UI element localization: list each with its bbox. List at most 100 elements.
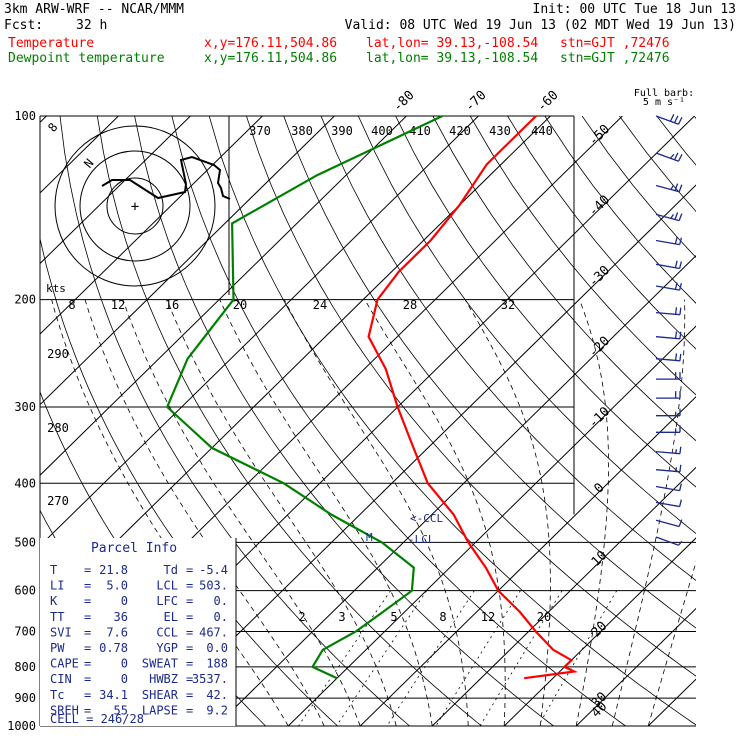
barb-flag bbox=[669, 153, 675, 159]
temperature-tick-label: -60 bbox=[534, 88, 561, 115]
pressure-tick-label: 900 bbox=[14, 691, 36, 705]
isotherm-line bbox=[647, 678, 696, 726]
wind-barb bbox=[655, 483, 683, 492]
barb-shaft bbox=[655, 519, 680, 528]
isotherm-line bbox=[359, 396, 696, 726]
model-title: 3km ARW-WRF -- NCAR/MMM bbox=[4, 2, 185, 17]
wind-barb bbox=[655, 152, 683, 162]
isotherm-line bbox=[40, 116, 263, 335]
wind-barb bbox=[656, 372, 681, 380]
barb-flag bbox=[679, 483, 683, 491]
barb-flag bbox=[679, 283, 683, 291]
parcel-info-eq: = bbox=[186, 579, 193, 593]
barb-flag bbox=[679, 499, 683, 507]
mixing-ratio-label: 2 bbox=[298, 610, 305, 624]
pressure-tick-label: 400 bbox=[14, 476, 36, 490]
wind-barb bbox=[655, 282, 683, 291]
mixing-ratio-label: 20 bbox=[537, 610, 551, 624]
wind-barb bbox=[655, 114, 683, 125]
dry-adiabat bbox=[693, 116, 696, 120]
parcel-info-eq: = bbox=[186, 703, 193, 717]
dry-adiabat bbox=[731, 116, 740, 726]
wind-barb bbox=[655, 260, 683, 270]
parcel-info-value: 34.1 bbox=[99, 688, 128, 702]
barb-shaft bbox=[655, 501, 680, 508]
parcel-info-value: 5.0 bbox=[106, 579, 128, 593]
forecast-label: Fcst: bbox=[4, 18, 44, 33]
hodograph-speed-tick: 28 bbox=[403, 298, 417, 312]
parcel-info-eq: = bbox=[84, 672, 91, 686]
barb-flag bbox=[674, 260, 678, 268]
parcel-info-value: 9.2 bbox=[206, 703, 228, 717]
parcel-info-value: 36 bbox=[114, 610, 128, 624]
valid-time: Valid: 08 UTC Wed 19 Jun 13 (02 MDT Wed … bbox=[344, 18, 736, 33]
barb-flag bbox=[673, 152, 679, 161]
parcel-info-value: 7.6 bbox=[106, 625, 128, 639]
hodograph-speed-tick: 8 bbox=[68, 298, 75, 312]
hodograph-trace bbox=[101, 155, 231, 200]
parcel-info-label: LFC bbox=[156, 594, 178, 608]
temperature-latlon: lat,lon= 39.13,-108.54 bbox=[366, 36, 539, 51]
parcel-info-title: Parcel Info bbox=[91, 541, 177, 556]
dry-adiabat bbox=[507, 116, 696, 350]
dry-adiabat bbox=[432, 116, 696, 442]
wind-barb bbox=[655, 212, 683, 222]
wind-barb bbox=[656, 391, 681, 399]
parcel-info-label: YGP bbox=[156, 641, 178, 655]
hodograph-ring bbox=[106, 177, 164, 235]
hodograph-ring-label: 8 bbox=[45, 120, 60, 135]
parcel-info-label: CCL bbox=[156, 625, 178, 639]
parcel-info-label: SVI bbox=[50, 625, 72, 639]
parcel-info-eq: = bbox=[186, 563, 193, 577]
sounding-profiles: <-CCL -LCL M bbox=[165, 115, 579, 680]
temperature-tick-label: -70 bbox=[462, 88, 489, 115]
temperature-tick-label: -50 bbox=[586, 122, 613, 149]
parcel-info-eq: = bbox=[84, 579, 91, 593]
wind-barb bbox=[655, 499, 683, 508]
barb-flag bbox=[678, 540, 683, 546]
barb-flag bbox=[679, 331, 682, 339]
parcel-info-value: 3537. bbox=[192, 672, 228, 686]
parcel-info-value: 42. bbox=[206, 688, 228, 702]
moist-adiabat bbox=[647, 560, 696, 726]
forecast-hour: 32 h bbox=[76, 18, 108, 33]
dry-adiabat bbox=[320, 116, 696, 581]
isotherm-line bbox=[575, 607, 696, 726]
parcel-info-cell: CELL = 246/28 bbox=[50, 712, 144, 726]
barb-flag bbox=[670, 185, 674, 190]
theta-side-label: 280 bbox=[47, 421, 69, 435]
dry-adiabat bbox=[134, 116, 554, 726]
barb-flag bbox=[679, 353, 682, 361]
parcel-info-eq: = bbox=[84, 594, 91, 608]
wind-barb bbox=[655, 307, 682, 316]
barb-flag bbox=[669, 114, 675, 122]
barb-shaft bbox=[655, 536, 679, 546]
barb-flag bbox=[674, 282, 678, 290]
parcel-info-value: 21.8 bbox=[99, 563, 128, 577]
isotherm-line bbox=[40, 116, 191, 265]
isotherm-line bbox=[40, 116, 407, 476]
parcel-info-value: -5.4 bbox=[199, 563, 228, 577]
parcel-info-label: TT bbox=[50, 610, 64, 624]
moist-adiabat bbox=[611, 299, 686, 726]
parcel-info-label: CAPE bbox=[50, 657, 79, 671]
parcel-info-eq: = bbox=[84, 625, 91, 639]
moist-adiabat bbox=[84, 299, 325, 726]
hodograph-speed-tick: 12 bbox=[111, 298, 125, 312]
temperature-tick-label: 0 bbox=[591, 480, 607, 496]
parcel-info-value: 55 bbox=[114, 703, 128, 717]
barb-flag bbox=[679, 307, 682, 315]
lcl-annotation: -LCL bbox=[408, 533, 435, 546]
moist-adiabat bbox=[219, 299, 433, 726]
pressure-tick-label: 100 bbox=[14, 109, 36, 123]
pressure-tick-label: 500 bbox=[14, 535, 36, 549]
moist-adiabat bbox=[464, 299, 551, 726]
parcel-info-label: K bbox=[50, 594, 58, 608]
temperature-tick-label: 10 bbox=[589, 548, 611, 570]
isotherm-line bbox=[143, 184, 696, 726]
pressure-tick-label: 1000 bbox=[7, 719, 36, 733]
isotherm-line bbox=[40, 116, 551, 618]
parcel-info-label: SREH bbox=[50, 703, 79, 717]
dewpoint-station: stn=GJT ,72476 bbox=[560, 51, 670, 66]
parcel-info-eq: = bbox=[186, 610, 193, 624]
